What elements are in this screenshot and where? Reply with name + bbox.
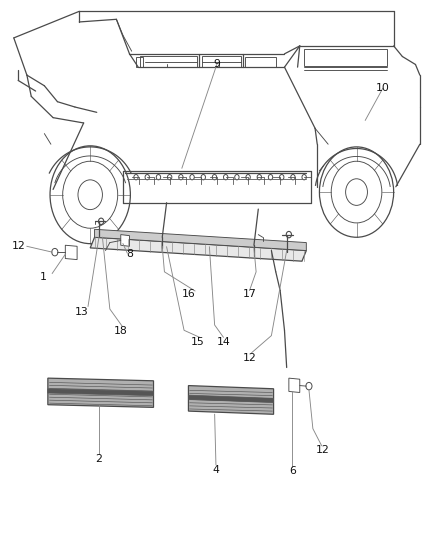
Polygon shape [48, 378, 153, 407]
Polygon shape [121, 235, 130, 246]
Text: 8: 8 [126, 249, 133, 259]
Polygon shape [289, 378, 300, 392]
Text: 4: 4 [212, 465, 219, 474]
Polygon shape [188, 385, 274, 414]
Polygon shape [90, 237, 306, 261]
Polygon shape [65, 245, 77, 260]
Polygon shape [95, 229, 306, 251]
Text: 14: 14 [216, 337, 230, 347]
Text: 17: 17 [243, 289, 256, 299]
Text: 10: 10 [376, 83, 390, 93]
Text: 9: 9 [213, 60, 220, 69]
Text: 1: 1 [40, 272, 47, 282]
Text: 6: 6 [289, 466, 296, 476]
Text: 12: 12 [316, 445, 330, 455]
Text: 2: 2 [95, 454, 102, 464]
Text: 12: 12 [11, 241, 25, 251]
Text: 18: 18 [114, 326, 127, 336]
Text: 12: 12 [243, 353, 256, 363]
Polygon shape [48, 389, 153, 395]
Text: 16: 16 [182, 289, 195, 299]
Polygon shape [188, 395, 274, 402]
Text: 13: 13 [74, 306, 88, 317]
Text: 15: 15 [190, 337, 204, 347]
